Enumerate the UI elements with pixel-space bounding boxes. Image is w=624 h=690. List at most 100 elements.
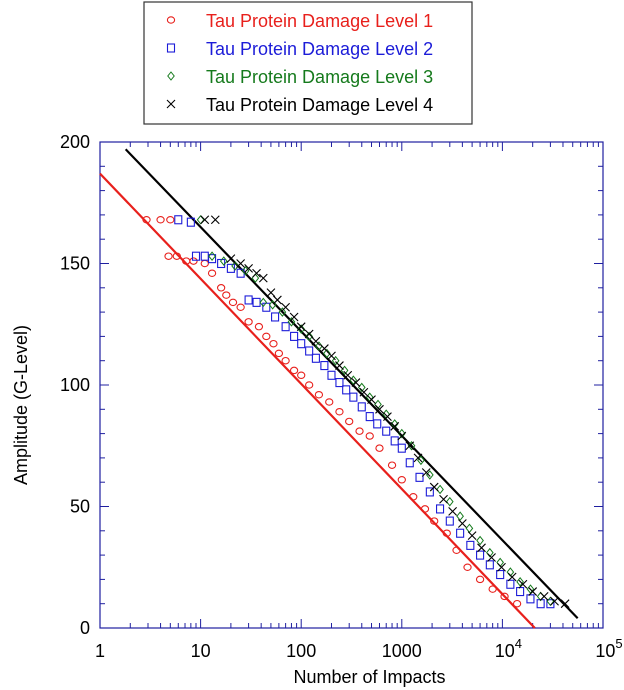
data-point	[281, 302, 291, 312]
x-tick-label: 104	[495, 636, 522, 661]
data-point	[259, 297, 268, 308]
data-point	[357, 402, 366, 412]
data-point	[383, 412, 392, 421]
data-point	[258, 273, 268, 283]
data-point	[351, 378, 361, 387]
x-stroke-b	[397, 431, 407, 441]
data-point	[516, 586, 525, 597]
x-stroke-b	[507, 572, 517, 582]
x-stroke-b	[383, 412, 392, 421]
data-point	[466, 540, 475, 550]
data-point	[342, 385, 351, 395]
data-point	[335, 361, 344, 370]
x-stroke-b	[166, 99, 176, 109]
data-point	[405, 441, 415, 451]
data-point	[289, 366, 299, 375]
y-tick-label: 200	[60, 132, 90, 152]
data-point	[373, 419, 382, 429]
x-stroke-b	[289, 312, 299, 322]
data-point	[435, 504, 445, 514]
data-point	[365, 412, 374, 422]
x-stroke-b	[226, 254, 236, 264]
data-point	[456, 511, 464, 522]
x-stroke-b	[439, 494, 448, 504]
data-point	[550, 596, 559, 606]
data-point	[500, 592, 509, 601]
data-point	[207, 269, 217, 277]
data-point	[278, 307, 287, 317]
data-point	[442, 529, 451, 537]
data-point	[415, 472, 424, 482]
data-point	[476, 550, 485, 560]
data-point	[496, 569, 505, 580]
data-point	[467, 531, 477, 541]
data-point	[327, 351, 336, 361]
data-point	[325, 398, 334, 406]
data-point	[304, 329, 314, 339]
data-point	[335, 407, 344, 416]
data-point	[476, 535, 484, 546]
data-point	[296, 322, 306, 332]
x-stroke-b	[351, 378, 361, 387]
data-point	[355, 427, 364, 435]
x-tick-label: 100	[286, 641, 316, 661]
data-point	[297, 371, 306, 380]
y-tick-label: 50	[70, 497, 90, 517]
data-point	[189, 257, 198, 265]
x-stroke-b	[236, 259, 246, 268]
x-stroke-b	[528, 587, 538, 596]
data-point	[512, 599, 522, 608]
data-point	[297, 324, 306, 334]
data-point	[166, 216, 175, 224]
data-point	[343, 370, 353, 380]
x-stroke-b	[467, 531, 477, 541]
data-point	[475, 575, 485, 584]
data-point	[262, 332, 271, 341]
data-point	[345, 417, 354, 426]
x-tick-label: 105	[595, 636, 622, 661]
y-axis-label: Amplitude (G-Level)	[11, 325, 31, 485]
data-point	[314, 390, 324, 399]
series-level-1	[142, 216, 522, 608]
data-point	[200, 259, 209, 268]
data-point	[382, 426, 391, 436]
legend: Tau Protein Damage Level 1 Tau Protein Da…	[143, 1, 473, 125]
data-point	[430, 517, 439, 525]
data-point	[244, 295, 253, 305]
data-point	[335, 378, 344, 388]
x-stroke-b	[359, 387, 369, 397]
data-point	[200, 251, 209, 261]
legend-item-2: Tau Protein Damage Level 2	[166, 39, 433, 59]
data-point	[252, 268, 261, 278]
data-point	[397, 428, 406, 439]
data-point	[244, 263, 253, 273]
data-point	[452, 546, 461, 554]
data-point	[375, 404, 384, 414]
legend-item-4: Tau Protein Damage Level 4	[166, 95, 433, 115]
x-stroke-b	[539, 592, 549, 601]
data-point	[172, 252, 181, 260]
y-tick-label: 0	[80, 618, 90, 638]
data-point	[231, 261, 239, 271]
data-point	[254, 322, 264, 331]
data-point	[219, 256, 228, 266]
x-stroke-b	[335, 361, 344, 370]
x-stroke-b	[273, 295, 282, 305]
data-point	[311, 336, 321, 346]
data-point	[281, 322, 290, 332]
x-stroke-b	[421, 468, 431, 477]
x-stroke-b	[429, 482, 439, 492]
data-point	[305, 381, 314, 389]
series-level-4	[200, 215, 570, 609]
data-point	[507, 572, 517, 582]
data-point	[506, 579, 515, 589]
data-point	[457, 519, 467, 528]
data-point	[421, 468, 431, 477]
x-stroke-b	[367, 395, 376, 404]
x-tick-label: 10	[191, 641, 211, 661]
data-point	[200, 215, 210, 225]
data-point	[390, 421, 400, 431]
x-stroke-b	[304, 329, 314, 339]
data-point	[156, 216, 165, 224]
